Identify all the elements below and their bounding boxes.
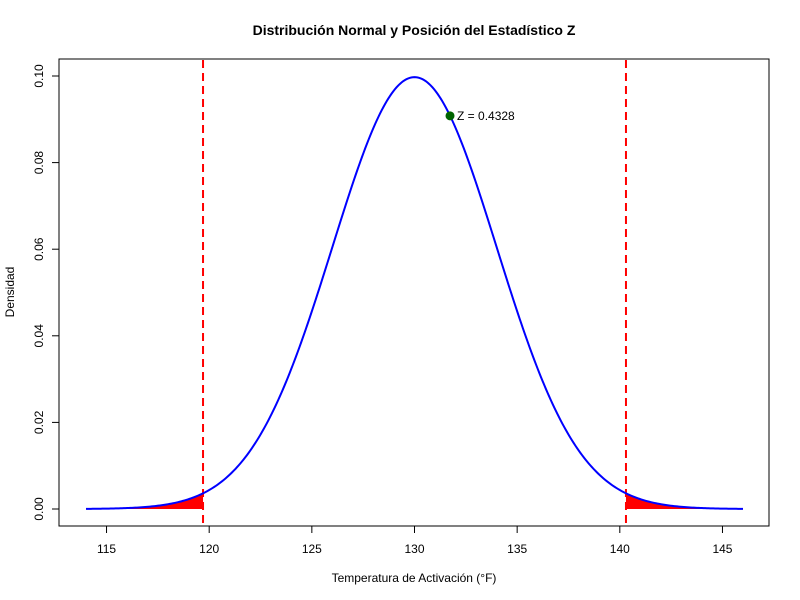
y-tick-label: 0.00 (32, 497, 46, 521)
z-point (445, 111, 455, 121)
right-tail-area (625, 493, 743, 509)
x-tick-label: 140 (610, 542, 630, 556)
density-curve (85, 76, 744, 510)
x-axis: 115 120 125 130 135 140 145 (97, 525, 733, 556)
x-tick-label: 135 (507, 542, 527, 556)
y-tick-label: 0.02 (32, 410, 46, 434)
y-tick-label: 0.06 (32, 237, 46, 261)
x-tick-label: 120 (199, 542, 219, 556)
y-tick-label: 0.04 (32, 324, 46, 348)
y-axis: 0.00 0.02 0.04 0.06 0.08 0.10 (32, 64, 60, 521)
y-axis-label: Densidad (3, 267, 17, 318)
x-axis-label: Temperatura de Activación (°F) (332, 571, 497, 585)
x-tick-label: 115 (97, 542, 116, 556)
left-tail-area (86, 493, 204, 509)
z-point-label: Z = 0.4328 (457, 109, 515, 123)
y-tick-label: 0.10 (32, 64, 46, 88)
x-tick-label: 125 (302, 542, 322, 556)
x-tick-label: 145 (712, 542, 732, 556)
y-tick-label: 0.08 (32, 151, 46, 175)
z-point-group: Z = 0.4328 (445, 109, 515, 123)
x-tick-label: 130 (404, 542, 424, 556)
chart-title: Distribución Normal y Posición del Estad… (253, 22, 576, 38)
shaded-tails (86, 493, 743, 509)
